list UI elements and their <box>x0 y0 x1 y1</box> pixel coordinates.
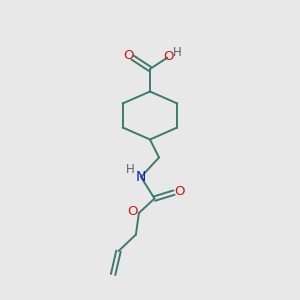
Text: H: H <box>126 163 135 176</box>
Text: O: O <box>174 184 184 198</box>
Text: N: N <box>136 170 146 184</box>
Text: O: O <box>128 205 138 218</box>
Text: O: O <box>124 49 134 62</box>
Text: H: H <box>172 46 182 59</box>
Text: O: O <box>164 50 174 64</box>
